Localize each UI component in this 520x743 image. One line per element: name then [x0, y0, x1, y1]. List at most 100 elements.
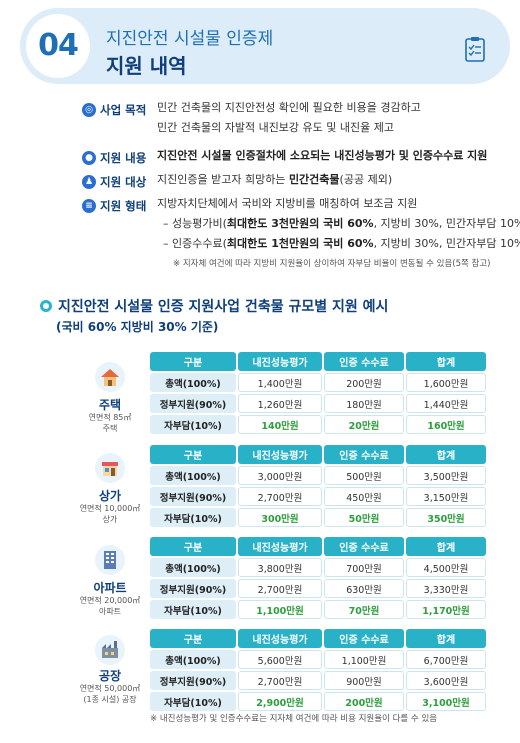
cell: 6,700만원 [406, 650, 486, 669]
cell: 2,700만원 [238, 487, 322, 506]
target-text-c: (공공 제외) [339, 173, 393, 186]
col-header: 내진성능평가 [238, 445, 322, 464]
table-row: 정부지원(90%) 2,700만원 450만원 3,150만원 [150, 487, 486, 506]
factory-icon [95, 635, 125, 665]
building-name: 아파트 [93, 581, 127, 595]
person-icon: ♟ [82, 175, 96, 189]
col-header: 구분 [150, 537, 236, 556]
header-subtitle: 지진안전 시설물 인증제 [106, 29, 274, 49]
section-title: 지진안전 시설물 인증 지원사업 건축물 규모별 지원 예시 [40, 296, 388, 316]
pin-icon: ● [82, 151, 96, 165]
cell: 1,260만원 [238, 394, 322, 413]
col-header: 인증 수수료 [324, 445, 404, 464]
col-header: 인증 수수료 [324, 537, 404, 556]
building-desc-1: 연면적 50,000㎡ [79, 684, 141, 693]
building-name: 공장 [98, 669, 122, 683]
form-note: ※ 지자체 여건에 따라 지방비 지원율이 상이하여 자부담 비율이 변동될 수… [173, 259, 491, 269]
cell: 3,000만원 [238, 466, 322, 485]
building-desc-2: 아파트 [98, 607, 122, 616]
col-header: 합계 [406, 445, 486, 464]
purpose-label: 사업 목적 [100, 103, 147, 117]
table-row: 총액(100%) 3,000만원 500만원 3,500만원 [150, 466, 486, 485]
row-label: 총액(100%) [150, 558, 236, 577]
building-desc-2: (1종 시설) 공장 [83, 695, 137, 704]
form-line-3: – 인증수수료(최대한도 1천만원의 국비 60%, 지방비 30%, 민간자부… [163, 237, 520, 250]
col-header: 합계 [406, 352, 486, 371]
cell: 450만원 [324, 487, 404, 506]
chapter-number: 04 [38, 28, 79, 63]
cell: 630만원 [324, 579, 404, 598]
cell: 3,800만원 [238, 558, 322, 577]
building-desc-1: 연면적 85㎡ [88, 413, 132, 422]
row-label: 총액(100%) [150, 650, 236, 669]
table-row: 자부담(10%) 300만원 50만원 350만원 [150, 508, 486, 527]
building-name: 상가 [98, 489, 122, 503]
col-header: 구분 [150, 352, 236, 371]
col-header: 내진성능평가 [238, 629, 322, 648]
table-row: 자부담(10%) 2,900만원 200만원 3,100만원 [150, 692, 486, 711]
cell: 3,500만원 [406, 466, 486, 485]
row-label: 자부담(10%) [150, 508, 236, 527]
table-header-row: 구분 내진성능평가 인증 수수료 합계 [150, 445, 486, 464]
target-text-a: 지진인증을 받고자 희망하는 [157, 173, 289, 186]
cell: 200만원 [324, 373, 404, 392]
cell: 1,440만원 [406, 394, 486, 413]
cell: 500만원 [324, 466, 404, 485]
table-row: 정부지원(90%) 2,700만원 900만원 3,600만원 [150, 671, 486, 690]
row-label: 자부담(10%) [150, 415, 236, 434]
table-row: 자부담(10%) 1,100만원 70만원 1,170만원 [150, 600, 486, 619]
cell: 300만원 [238, 508, 322, 527]
cell: 1,100만원 [238, 600, 322, 619]
purpose-line-2: 민간 건축물의 자발적 내진보강 유도 및 내진율 제고 [157, 121, 394, 134]
row-label: 자부담(10%) [150, 692, 236, 711]
building-desc-2: 주택 [102, 424, 118, 433]
table-row: 총액(100%) 3,800만원 700만원 4,500만원 [150, 558, 486, 577]
col-header: 내진성능평가 [238, 352, 322, 371]
cell: 3,330만원 [406, 579, 486, 598]
row-label: 정부지원(90%) [150, 487, 236, 506]
building-name: 주택 [98, 398, 122, 412]
col-header: 인증 수수료 [324, 629, 404, 648]
support-table-factory: 구분 내진성능평가 인증 수수료 합계 총액(100%) 5,600만원 1,1… [148, 627, 488, 713]
cell: 1,100만원 [324, 650, 404, 669]
cell: 900만원 [324, 671, 404, 690]
ring-bullet-icon [40, 300, 52, 312]
building-desc-1: 연면적 20,000㎡ [79, 596, 141, 605]
row-label: 총액(100%) [150, 373, 236, 392]
apartment-icon [95, 545, 125, 575]
col-header: 합계 [406, 629, 486, 648]
cell: 3,100만원 [406, 692, 486, 711]
clipboard-icon [465, 37, 485, 62]
cell: 160만원 [406, 415, 486, 434]
document-icon: ≡ [82, 199, 96, 213]
building-desc-1: 연면적 10,000㎡ [79, 504, 141, 513]
content-label: 지원 내용 [100, 151, 147, 165]
content-text: 지진안전 시설물 인증절차에 소요되는 내진성능평가 및 인증수수료 지원 [157, 149, 488, 162]
store-icon [95, 453, 125, 483]
col-header: 구분 [150, 445, 236, 464]
support-table-apartment: 구분 내진성능평가 인증 수수료 합계 총액(100%) 3,800만원 700… [148, 535, 488, 621]
col-header: 내진성능평가 [238, 537, 322, 556]
row-label: 총액(100%) [150, 466, 236, 485]
header-title: 지원 내역 [106, 54, 187, 78]
target-text-b: 민간건축물 [288, 173, 340, 186]
row-label: 정부지원(90%) [150, 394, 236, 413]
row-label: 정부지원(90%) [150, 579, 236, 598]
table-row: 총액(100%) 1,400만원 200만원 1,600만원 [150, 373, 486, 392]
page-header: 04 지진안전 시설물 인증제 지원 내역 [20, 8, 510, 84]
form-line-1: 지방자치단체에서 국비와 지방비를 매칭하여 보조금 지원 [157, 197, 418, 210]
table-row: 정부지원(90%) 1,260만원 180만원 1,440만원 [150, 394, 486, 413]
cell: 140만원 [238, 415, 322, 434]
support-table-store: 구분 내진성능평가 인증 수수료 합계 총액(100%) 3,000만원 500… [148, 443, 488, 529]
building-desc-2: 상가 [102, 515, 118, 524]
col-header: 구분 [150, 629, 236, 648]
cell: 1,170만원 [406, 600, 486, 619]
cell: 20만원 [324, 415, 404, 434]
target-icon: ◎ [82, 103, 96, 117]
cell: 200만원 [324, 692, 404, 711]
cell: 50만원 [324, 508, 404, 527]
cell: 700만원 [324, 558, 404, 577]
table-row: 정부지원(90%) 2,700만원 630만원 3,330만원 [150, 579, 486, 598]
cell: 3,600만원 [406, 671, 486, 690]
target-label: 지원 대상 [100, 175, 147, 189]
